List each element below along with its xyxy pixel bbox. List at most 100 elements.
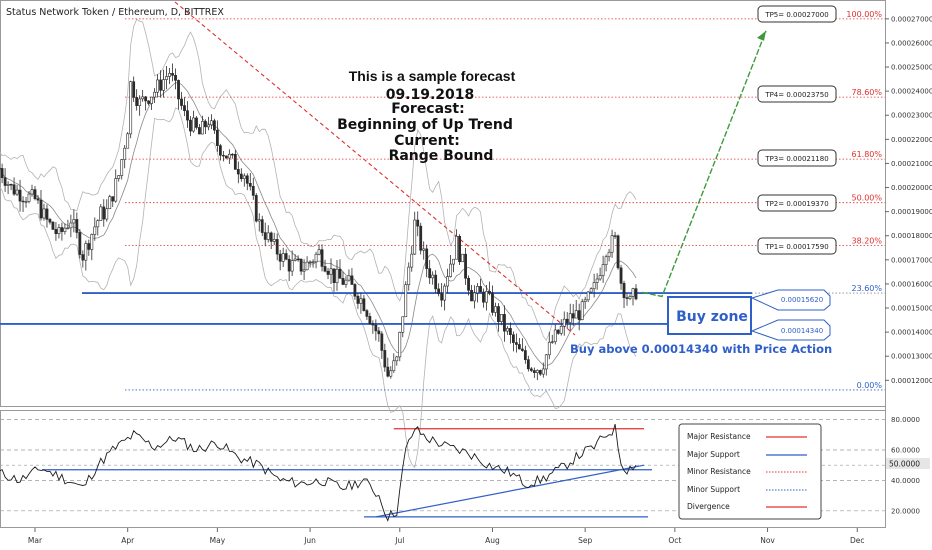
price-tick-label: 0.00016000: [891, 280, 932, 288]
candle-body: [359, 298, 363, 304]
rsi-line: [0, 423, 637, 522]
candle-body: [224, 155, 228, 159]
candle-body: [117, 175, 121, 179]
annotation-line-5: Current:: [394, 133, 460, 149]
candle-body: [383, 350, 387, 368]
candle-body: [455, 235, 458, 260]
candle-body: [153, 91, 157, 98]
candle-body: [610, 235, 614, 253]
candle-body: [54, 229, 58, 234]
candle-body: [368, 316, 372, 324]
buy-zone: Buy zone Buy above 0.00014340 with Price…: [570, 289, 832, 356]
legend-major-support: Major Support: [687, 450, 740, 459]
candle-body: [601, 264, 605, 276]
candle-body: [36, 198, 40, 201]
chart-title: Status Network Token / Ethereum, D, BITT…: [6, 7, 224, 18]
candle-body: [284, 253, 288, 260]
candle-body: [509, 328, 512, 335]
candle-body: [404, 284, 408, 318]
candle-body: [416, 219, 420, 227]
candle-body: [410, 253, 414, 268]
candle-body: [33, 189, 37, 200]
time-axis[interactable]: Mar Apr May Jun Jul Aug Sep Oct Nov Dec: [28, 528, 865, 545]
band-upper: [0, 18, 637, 341]
candle-body: [371, 323, 375, 326]
candle-body: [592, 282, 596, 290]
candle-body: [75, 219, 79, 233]
price-tick-label: 0.00026000: [891, 39, 932, 47]
tp3-box: [757, 149, 837, 167]
candle-body: [236, 169, 240, 175]
candle-body: [356, 295, 360, 304]
annotation-line-2: 09.19.2018: [386, 87, 475, 103]
candle-body: [180, 98, 183, 106]
candle-body: [401, 316, 405, 333]
upper-level-value: 0.00015620: [781, 296, 823, 304]
candle-body: [93, 226, 97, 235]
candle-body: [377, 330, 381, 335]
band-middle: [0, 82, 637, 367]
candle-body: [476, 286, 479, 294]
candle-body: [51, 221, 55, 230]
candle-body: [245, 175, 249, 184]
candle-body: [108, 196, 112, 210]
candle-body: [619, 267, 623, 284]
price-axis[interactable]: 0.00027000 0.00026000 0.00025000 0.00024000…: [885, 15, 932, 385]
candle-body: [177, 80, 180, 100]
candle-body: [168, 73, 171, 77]
candle-body: [491, 292, 494, 313]
candle-body: [192, 117, 195, 132]
candle-body: [66, 227, 70, 229]
candle-body: [99, 206, 103, 221]
candle-body: [12, 184, 16, 195]
candle-body: [511, 334, 515, 343]
candle-body: [135, 97, 139, 106]
candle-body: [21, 200, 25, 203]
legend-box: [678, 423, 822, 520]
candle-body: [290, 260, 294, 272]
candle-body: [84, 243, 88, 261]
time-tick-label: Mar: [28, 536, 43, 545]
rsi-tick-label: 80.0000: [891, 416, 920, 424]
candle-body: [332, 268, 336, 284]
candle-body: [111, 196, 115, 202]
candle-body: [422, 248, 426, 251]
price-tick-label: 0.00025000: [891, 64, 932, 72]
candle-body: [48, 219, 52, 223]
candle-body: [494, 306, 497, 313]
candle-body: [242, 175, 246, 179]
time-tick-label: Jun: [303, 536, 316, 545]
candle-body: [281, 253, 285, 262]
price-tick-label: 0.00014000: [891, 329, 932, 337]
candle-body: [132, 81, 136, 98]
candle-body: [544, 354, 548, 370]
candle-body: [269, 232, 273, 242]
price-tick-label: 0.00027000: [891, 15, 932, 23]
candle-body: [227, 153, 231, 159]
lower-level-callout: [750, 319, 831, 341]
annotation-line-6: Range Bound: [389, 148, 494, 164]
candle-body: [195, 117, 198, 128]
candle-body: [380, 333, 384, 351]
candle-body: [338, 268, 342, 279]
candle-body: [323, 266, 327, 272]
fib-level-label: 38.20%: [851, 237, 882, 246]
candle-body: [210, 120, 213, 126]
candle-body: [437, 288, 441, 295]
candle-body: [413, 219, 417, 255]
candle-body: [443, 285, 447, 301]
bollinger-bands: [0, 18, 637, 469]
candle-body: [506, 328, 509, 332]
candle-body: [207, 124, 210, 128]
candle-body: [141, 96, 145, 100]
candle-body: [467, 277, 470, 291]
candle-body: [538, 370, 542, 375]
candle-body: [308, 261, 312, 264]
candle-body: [586, 291, 590, 301]
candle-body: [577, 310, 581, 320]
candle-body: [428, 268, 432, 279]
candle-body: [221, 154, 225, 157]
annotation-line-3: Forecast:: [391, 101, 464, 117]
fib-level-label: 100.00%: [846, 10, 882, 19]
candle-body: [565, 318, 569, 323]
